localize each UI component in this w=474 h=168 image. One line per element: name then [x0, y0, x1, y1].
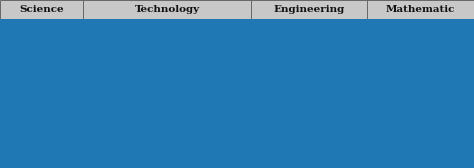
Bar: [83, 19, 251, 60]
Bar: [367, 19, 474, 60]
Text: Lipid Application
Concept in VCO: Lipid Application Concept in VCO: [3, 23, 80, 43]
Text: Mathematic: Mathematic: [386, 5, 456, 14]
Text: Calculation of
tools and materials
needed: Calculation of tools and materials neede…: [371, 23, 457, 54]
Bar: [0, 0, 83, 19]
Text: Technology: Technology: [135, 5, 200, 14]
Bar: [367, 60, 474, 168]
Text: Engineering: Engineering: [273, 5, 345, 14]
Bar: [0, 60, 83, 168]
Bar: [251, 60, 367, 168]
Text: Heating, enzymatic and stirring
technology: Heating, enzymatic and stirring technolo…: [86, 23, 231, 43]
Bar: [83, 0, 251, 19]
Text: Measurement and
calculation of the
physical properties
of the obtained oil: Measurement and calculation of the physi…: [371, 63, 458, 105]
Text: Science: Science: [19, 5, 64, 14]
Text: Testing the physical
properties of the
resulting oil: Testing the physical properties of the r…: [3, 63, 94, 94]
Text: Utilization of technology to find
references/supporting literature via
the inter: Utilization of technology to find refere…: [86, 63, 250, 137]
Bar: [251, 19, 367, 60]
Text: Design a simple tool
for making VCO: Design a simple tool for making VCO: [255, 23, 346, 43]
Bar: [367, 0, 474, 19]
Bar: [251, 0, 367, 19]
Bar: [0, 19, 83, 60]
Bar: [83, 60, 251, 168]
Text: Make a design
for testing tools/
properties of the oil
obtained: Make a design for testing tools/ propert…: [255, 63, 345, 105]
